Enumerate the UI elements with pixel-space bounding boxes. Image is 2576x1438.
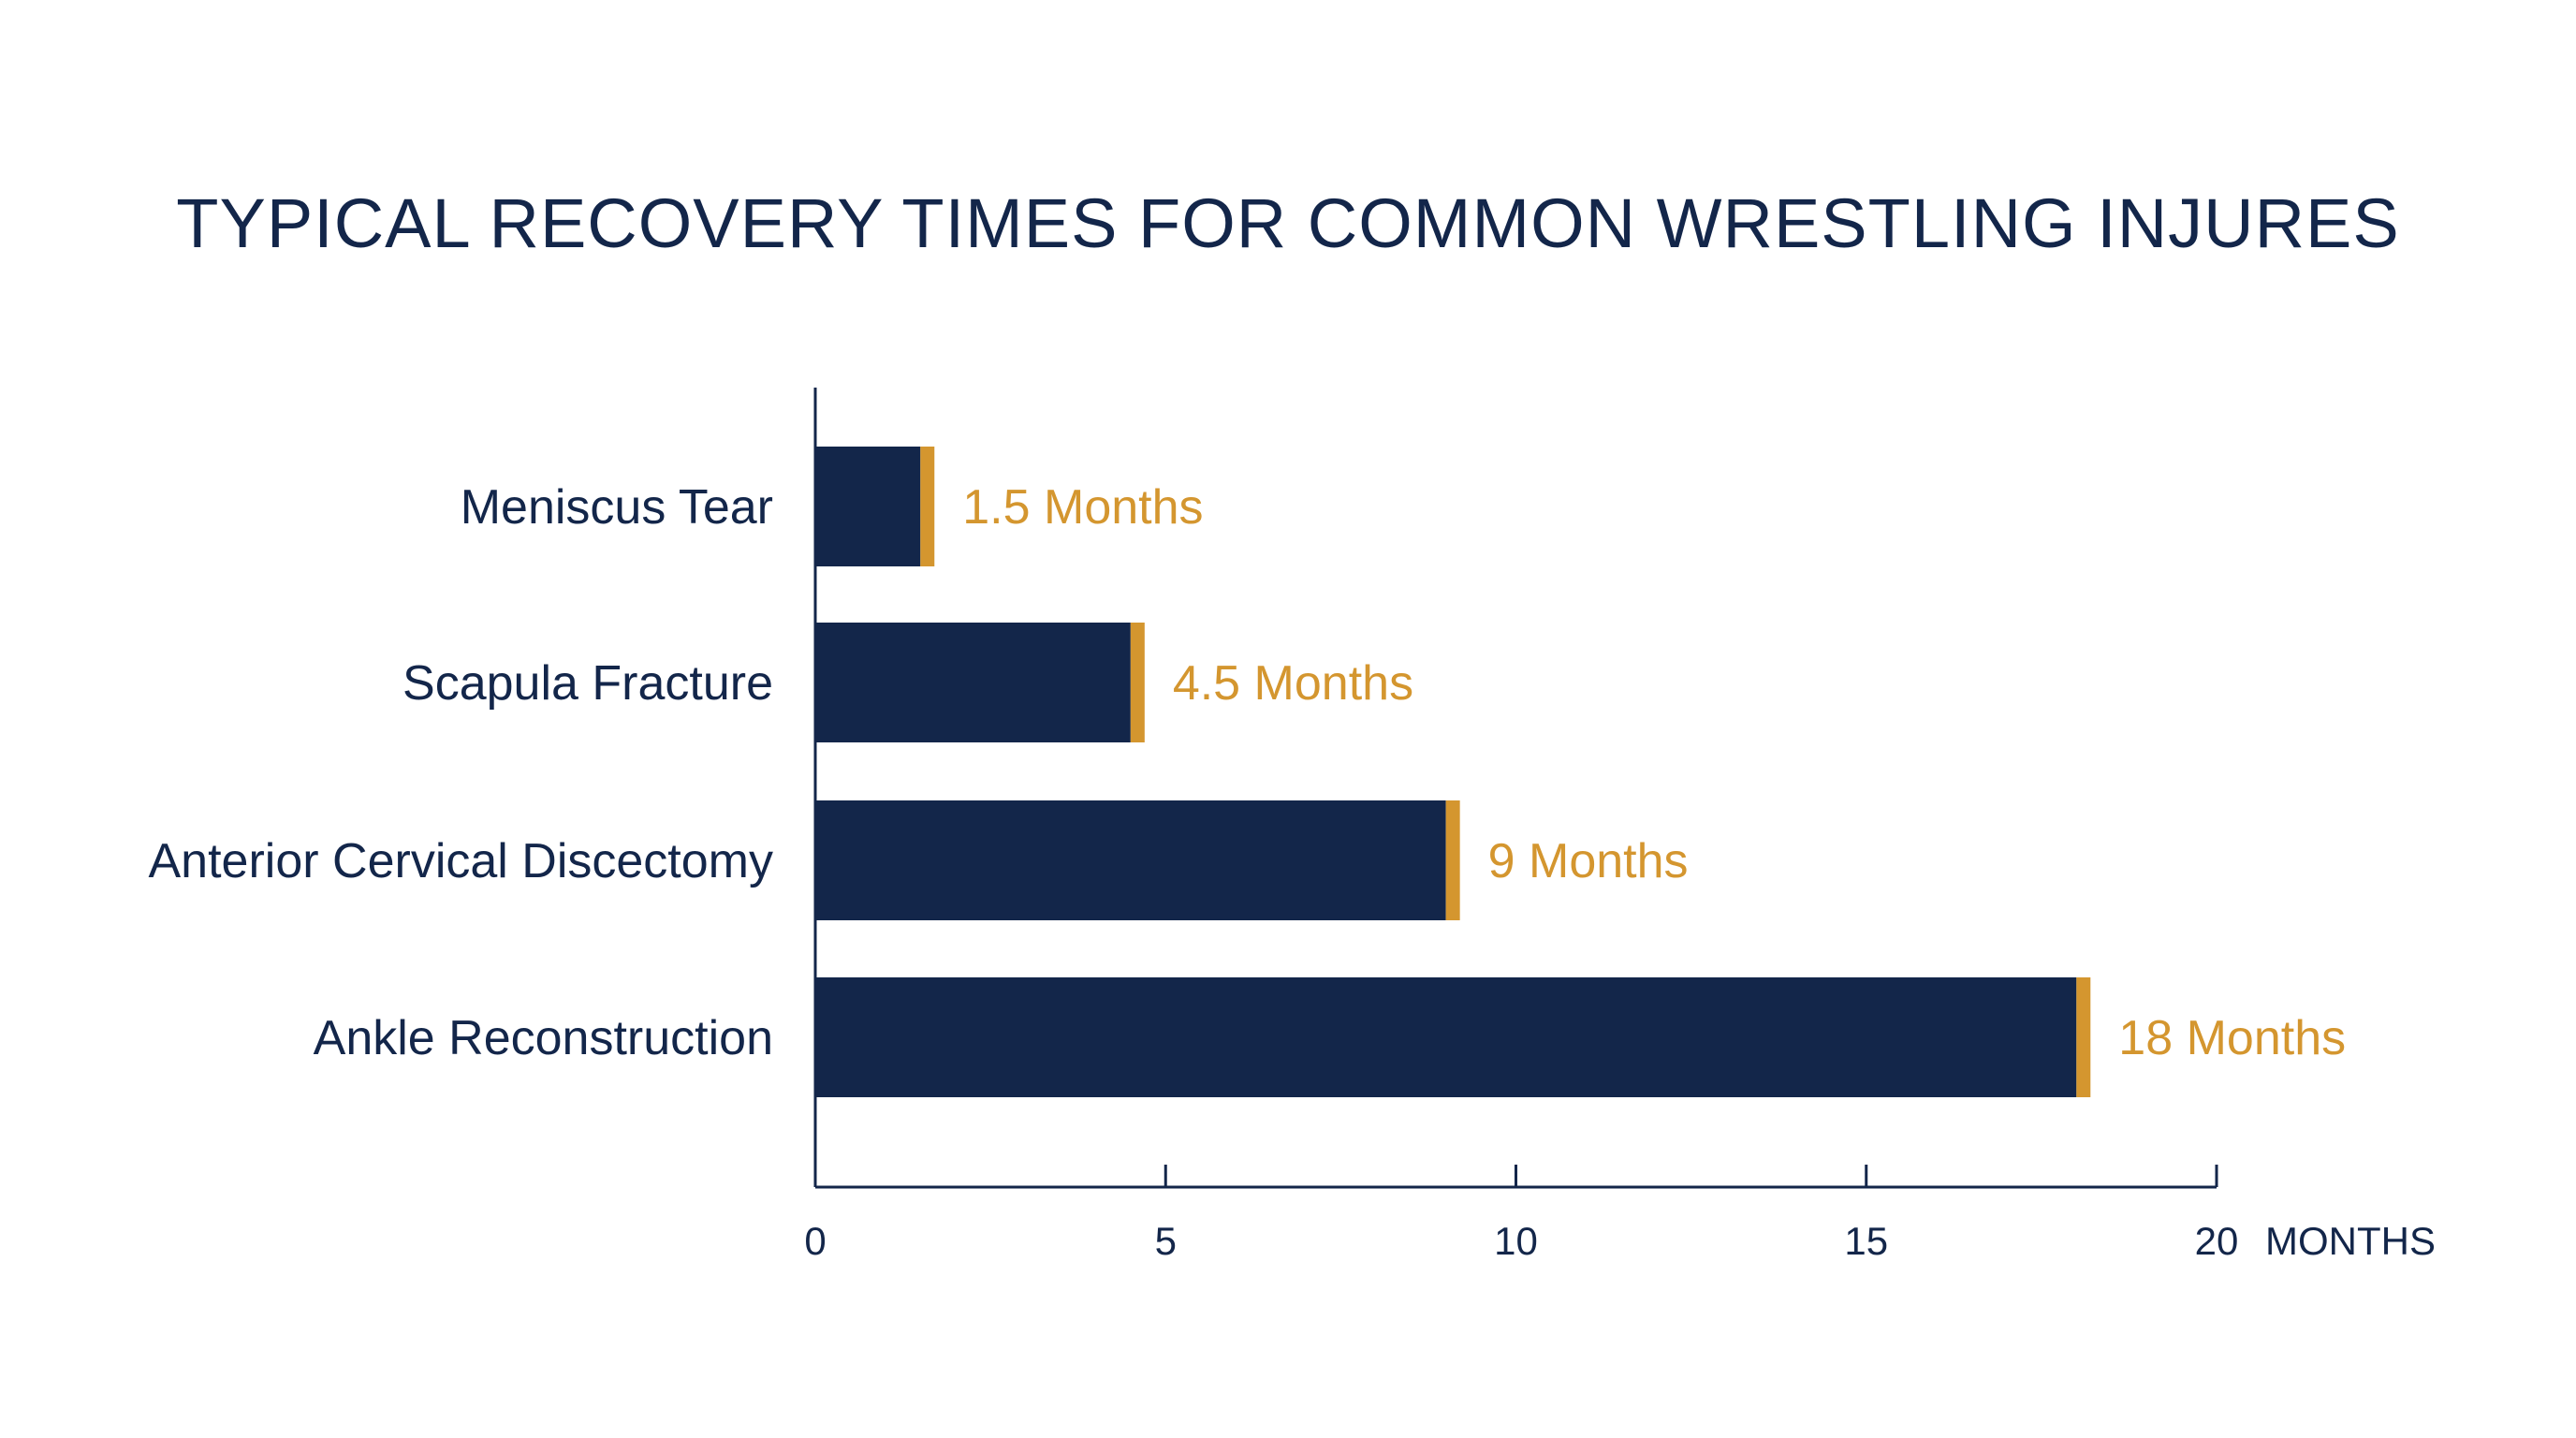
- bar-cap: [1445, 800, 1460, 920]
- value-label: 4.5 Months: [1173, 656, 1413, 711]
- labels-group: Meniscus Tear 1.5 Months Scapula Fracture 4…: [149, 480, 2347, 1065]
- bar: [815, 800, 1446, 920]
- category-label: Ankle Reconstruction: [314, 1011, 773, 1065]
- axes: 0 5 10 15 20 MONTHS: [804, 388, 2436, 1263]
- category-label: Anterior Cervical Discectomy: [149, 834, 774, 888]
- x-tick-label: 20: [2195, 1219, 2239, 1263]
- value-label: 18 Months: [2118, 1011, 2346, 1065]
- x-tick-label: 5: [1155, 1219, 1177, 1263]
- value-label: 9 Months: [1488, 834, 1689, 888]
- bar: [815, 447, 921, 566]
- bar-cap: [920, 447, 935, 566]
- bar: [815, 623, 1131, 742]
- bars-group: [815, 447, 2091, 1097]
- category-label: Scapula Fracture: [402, 656, 773, 711]
- value-label: 1.5 Months: [962, 480, 1203, 535]
- x-tick-label: 0: [804, 1219, 826, 1263]
- chart-title: TYPICAL RECOVERY TIMES FOR COMMON WRESTL…: [176, 184, 2400, 262]
- bar-cap: [2076, 977, 2091, 1097]
- x-tick-label: 10: [1494, 1219, 1538, 1263]
- x-axis-label: MONTHS: [2265, 1219, 2436, 1263]
- x-tick-label: 15: [1844, 1219, 1888, 1263]
- bar: [815, 977, 2077, 1097]
- category-label: Meniscus Tear: [461, 480, 773, 535]
- bar-cap: [1130, 623, 1145, 742]
